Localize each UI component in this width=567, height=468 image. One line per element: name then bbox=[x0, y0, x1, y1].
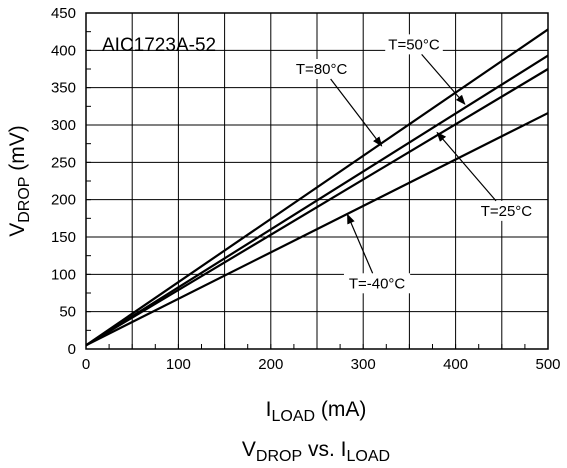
y-axis-title-main: V bbox=[6, 223, 29, 237]
annotation-box bbox=[343, 273, 411, 294]
annotation-label: T=80°C bbox=[296, 61, 348, 78]
chart-title: AIC1723A-52 bbox=[102, 35, 216, 56]
annotations: T=80°C T=50°C T=25°C T=-40°C bbox=[292, 34, 536, 294]
y-axis-title-unit: (mV) bbox=[6, 125, 29, 176]
caption-load: LOAD bbox=[347, 448, 391, 465]
x-axis-title: ILOAD (mA) bbox=[266, 398, 367, 425]
x-tick-label: 100 bbox=[166, 356, 191, 373]
series-line bbox=[85, 112, 549, 347]
series-lines bbox=[85, 28, 549, 347]
annotation-label: T=25°C bbox=[481, 203, 533, 220]
tick-labels: 0 100 200 300 400 500 0 50 100 150 200 250 300 350 400… bbox=[51, 5, 561, 373]
y-tick-label: 0 bbox=[68, 341, 76, 358]
y-tick-label: 250 bbox=[51, 154, 76, 171]
caption-drop: DROP bbox=[256, 448, 302, 465]
annotation-arrow bbox=[346, 213, 374, 274]
annotation-box bbox=[292, 59, 351, 79]
annotation-label: T=50°C bbox=[388, 36, 440, 53]
x-tick-label: 400 bbox=[443, 356, 468, 373]
x-axis-title-sub: LOAD bbox=[271, 408, 315, 425]
series-line bbox=[85, 54, 549, 347]
y-tick-label: 100 bbox=[51, 266, 76, 283]
annotation-arrow bbox=[421, 53, 466, 105]
annotation-box bbox=[477, 200, 536, 221]
annotation-label: T=-40°C bbox=[349, 275, 406, 292]
plot-frame bbox=[85, 12, 549, 350]
y-tick-label: 450 bbox=[51, 5, 76, 22]
x-tick-label: 300 bbox=[351, 356, 376, 373]
y-tick-label: 300 bbox=[51, 117, 76, 134]
annotation-arrow bbox=[436, 131, 497, 202]
x-axis-title-main: I bbox=[266, 398, 272, 421]
caption-v: V bbox=[242, 438, 256, 461]
x-tick-label: 500 bbox=[535, 356, 560, 373]
y-tick-label: 350 bbox=[51, 80, 76, 97]
chart-caption: VDROP vs. ILOAD bbox=[242, 438, 390, 465]
y-tick-label: 200 bbox=[51, 192, 76, 209]
y-axis-title: VDROP (mV) bbox=[6, 125, 33, 237]
series-line bbox=[85, 28, 549, 347]
y-tick-label: 400 bbox=[51, 42, 76, 59]
x-tick-label: 0 bbox=[82, 356, 90, 373]
x-tick-label: 200 bbox=[258, 356, 283, 373]
x-axis-title-unit: (mA) bbox=[315, 398, 366, 421]
annotation-arrow bbox=[330, 78, 383, 147]
y-tick-label: 150 bbox=[51, 229, 76, 246]
annotation-box bbox=[385, 34, 443, 55]
y-axis-title-sub: DROP bbox=[16, 177, 33, 223]
y-tick-label: 50 bbox=[59, 304, 76, 321]
caption-vs: vs. I bbox=[302, 438, 346, 461]
series-line bbox=[85, 68, 549, 347]
